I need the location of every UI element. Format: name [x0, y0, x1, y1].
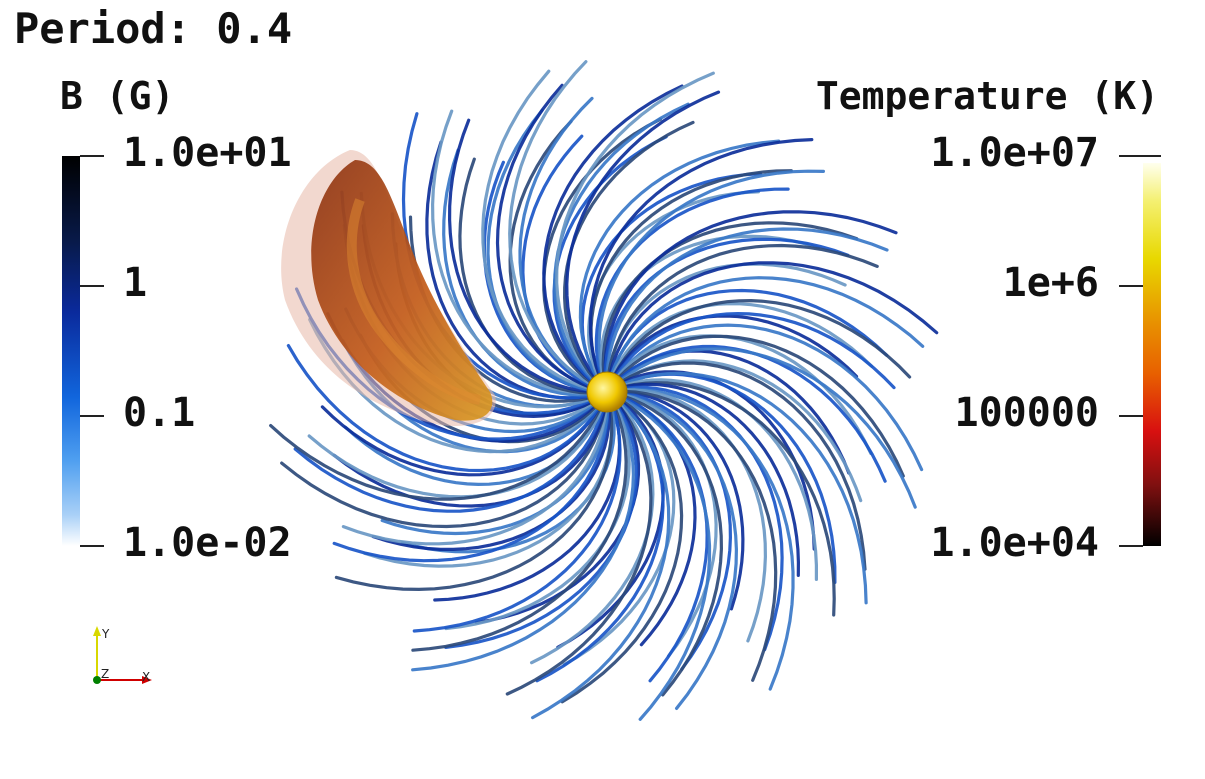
field-line	[334, 408, 614, 592]
y-axis-label: Y	[101, 627, 110, 641]
field-line	[495, 83, 592, 389]
b-tick-label: 1	[123, 260, 148, 306]
field-line	[411, 405, 636, 672]
field-line	[622, 394, 724, 697]
field-line	[531, 401, 671, 720]
field-line	[560, 399, 684, 704]
field-line	[586, 190, 760, 378]
t-tick-label: 1.0e+04	[930, 520, 1099, 566]
field-line	[615, 323, 924, 472]
t-tick-label: 100000	[954, 390, 1100, 436]
field-line	[622, 381, 836, 617]
field-line	[269, 407, 602, 501]
field-line	[293, 408, 605, 513]
temperature-colorbar	[1143, 163, 1161, 546]
field-line	[578, 139, 781, 379]
b-tick-mark	[80, 545, 104, 547]
x-axis-label: X	[142, 670, 150, 684]
field-line	[614, 311, 896, 390]
field-line	[412, 407, 622, 633]
t-tick-label: 1e+6	[1002, 260, 1099, 306]
field-line	[621, 397, 712, 721]
t-tick-mark	[1119, 545, 1143, 547]
b-tick-mark	[80, 415, 104, 417]
field-line	[481, 69, 591, 391]
field-line	[400, 407, 616, 554]
field-line	[623, 390, 745, 611]
b-tick-label: 1.0e-02	[123, 520, 292, 566]
t-tick-mark	[1119, 415, 1143, 417]
field-line	[332, 408, 610, 563]
b-tick-mark	[80, 285, 104, 287]
field-line	[280, 408, 607, 529]
b-tick-mark	[80, 155, 104, 157]
b-tick-label: 0.1	[123, 390, 196, 436]
field-line	[555, 71, 715, 381]
field-line	[430, 109, 591, 395]
field-line	[411, 406, 628, 652]
field-line	[599, 234, 821, 377]
field-line	[623, 389, 778, 682]
z-axis-dot	[93, 676, 101, 684]
field-line	[606, 243, 879, 376]
field-line	[608, 261, 939, 376]
field-line	[618, 347, 917, 509]
t-tick-mark	[1119, 155, 1161, 157]
field-line	[542, 84, 684, 384]
field-line	[620, 370, 816, 551]
t-tick-mark	[1119, 285, 1143, 287]
plume-region	[281, 150, 496, 426]
field-line	[508, 60, 593, 386]
b-colorbar-title: B (G)	[60, 74, 175, 118]
b-colorbar	[62, 156, 80, 546]
field-line	[341, 408, 608, 546]
field-line	[623, 387, 795, 691]
field-line	[621, 371, 868, 605]
field-line	[622, 382, 801, 577]
period-label: Period: 0.4	[14, 4, 293, 53]
field-line	[603, 210, 898, 376]
field-line	[623, 393, 739, 710]
field-line	[505, 403, 653, 696]
t-tick-label: 1.0e+07	[930, 130, 1099, 176]
field-line	[620, 361, 867, 571]
y-axis-arrow	[93, 626, 101, 636]
field-line	[616, 334, 905, 478]
field-line	[565, 90, 721, 380]
field-line	[605, 227, 889, 376]
temperature-colorbar-title: Temperature (K)	[815, 74, 1159, 118]
field-line	[597, 169, 825, 377]
field-line	[610, 276, 925, 377]
field-line	[588, 138, 814, 378]
field-line	[612, 298, 912, 379]
z-axis-label: Z	[101, 667, 109, 681]
field-line	[447, 118, 591, 394]
orientation-axes: Y Z X	[93, 626, 152, 684]
field-line	[286, 344, 601, 473]
x-axis-arrow	[142, 676, 152, 684]
star	[586, 371, 628, 413]
b-tick-label: 1.0e+01	[123, 130, 292, 176]
